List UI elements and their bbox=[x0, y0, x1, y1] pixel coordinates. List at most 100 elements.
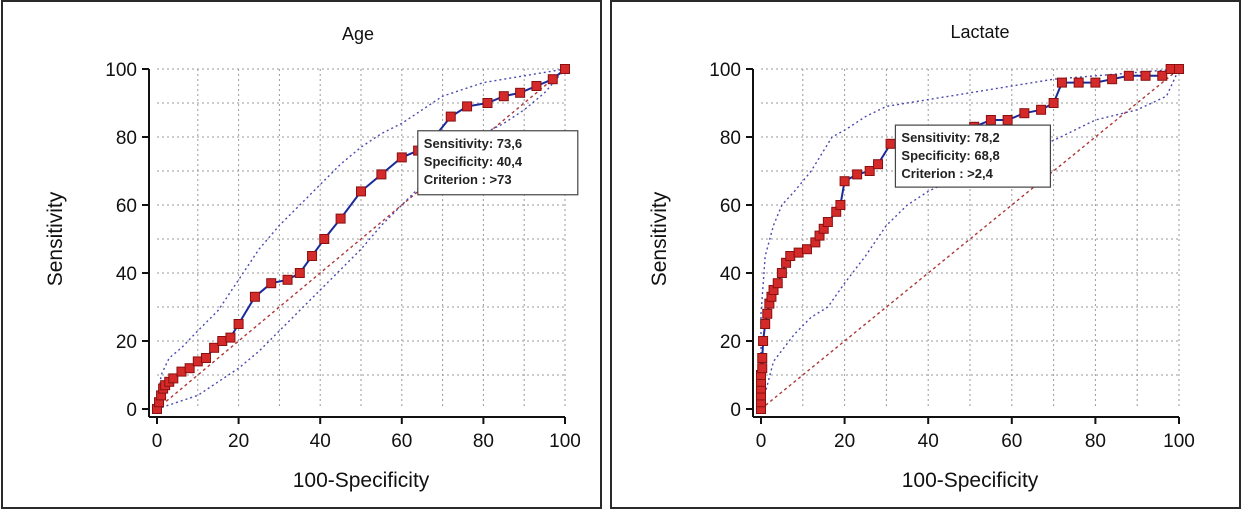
roc-point bbox=[873, 159, 884, 170]
y-tick-label: 80 bbox=[116, 128, 137, 149]
roc-point bbox=[176, 366, 187, 377]
roc-point bbox=[757, 363, 768, 374]
roc-point bbox=[1073, 77, 1084, 88]
annotation-box bbox=[417, 130, 579, 196]
x-axis-label: 100-Specificity bbox=[293, 469, 430, 492]
roc-markers bbox=[756, 64, 1184, 414]
y-tick-label: 40 bbox=[116, 264, 137, 285]
roc-point bbox=[1174, 64, 1184, 74]
y-tick-label: 0 bbox=[126, 400, 137, 421]
roc-point bbox=[335, 213, 346, 224]
roc-point bbox=[835, 200, 846, 210]
annotation-line: Specificity: 68,8 bbox=[901, 148, 999, 163]
chart-title: Lactate bbox=[950, 22, 1009, 42]
roc-point bbox=[184, 363, 195, 374]
y-tick-label: 20 bbox=[116, 332, 137, 353]
roc-point bbox=[864, 166, 875, 176]
roc-markers bbox=[152, 64, 570, 414]
roc-panel-lactate: Lactate 0 0 20 20 40 40 60 60 80 80 100 100 100-Speci… bbox=[610, 0, 1241, 509]
roc-point bbox=[1157, 70, 1168, 81]
roc-point bbox=[266, 278, 277, 289]
roc-point bbox=[1090, 77, 1101, 88]
ci-upper-curve bbox=[156, 68, 566, 410]
roc-point bbox=[376, 169, 387, 180]
roc-point bbox=[785, 251, 796, 261]
roc-point bbox=[822, 217, 833, 227]
roc-point bbox=[985, 115, 996, 125]
roc-point bbox=[356, 186, 366, 197]
y-tick-label: 40 bbox=[720, 264, 741, 285]
y-tick-label: 20 bbox=[720, 332, 741, 353]
x-tick-label: 0 bbox=[152, 431, 163, 452]
roc-point bbox=[515, 87, 526, 98]
roc-chart-age: Age 00 20 20 40 40 60 60 80 80 100 100 100-Specifici… bbox=[44, 24, 581, 492]
roc-panel-age: Age 0 0 20 20 40 40 60 60 80 80 100 100 100-Specifici… bbox=[1, 0, 602, 509]
criterion-annotation: Sensitivity: 78,2 Specificity: 68,8 Criter… bbox=[894, 124, 1052, 188]
roc-point bbox=[319, 234, 330, 244]
y-tick-label: 80 bbox=[720, 128, 741, 149]
annotation-line: Criterion : >73 bbox=[424, 172, 512, 187]
x-tick-label: 20 bbox=[834, 431, 855, 452]
roc-point bbox=[307, 251, 318, 261]
roc-point bbox=[547, 74, 558, 85]
annotation-line: Sensitivity: 78,2 bbox=[901, 130, 999, 145]
y-tick-label: 60 bbox=[116, 196, 137, 217]
chart-title: Age bbox=[342, 24, 374, 44]
annotation-line: Criterion : >2,4 bbox=[901, 166, 993, 181]
roc-point bbox=[776, 268, 787, 278]
roc-point bbox=[1107, 74, 1118, 85]
x-tick-label: 100 bbox=[549, 431, 581, 452]
annotation-line: Specificity: 40,4 bbox=[424, 154, 523, 169]
y-tick-label: 60 bbox=[720, 196, 741, 217]
roc-point bbox=[852, 169, 863, 180]
roc-point bbox=[757, 353, 768, 363]
y-axis-label: Sensitivity bbox=[44, 191, 67, 286]
x-tick-label: 80 bbox=[473, 431, 494, 452]
x-tick-label: 80 bbox=[1085, 431, 1106, 452]
x-tick-label: 100 bbox=[1163, 431, 1195, 452]
roc-point bbox=[396, 152, 407, 163]
roc-point bbox=[445, 111, 456, 122]
y-tick-label: 100 bbox=[105, 60, 137, 81]
roc-point bbox=[531, 81, 542, 91]
roc-point bbox=[1036, 104, 1047, 115]
roc-point bbox=[1019, 108, 1030, 119]
roc-point bbox=[482, 98, 493, 108]
roc-point bbox=[200, 353, 211, 363]
x-tick-label: 60 bbox=[391, 431, 412, 452]
roc-point bbox=[762, 308, 773, 319]
x-tick-label: 40 bbox=[310, 431, 331, 452]
ci-lower-curve bbox=[156, 68, 566, 410]
y-tick-label: 100 bbox=[709, 60, 741, 81]
roc-point bbox=[560, 64, 570, 74]
roc-point bbox=[294, 268, 305, 278]
annotation-line: Sensitivity: 73,6 bbox=[424, 136, 522, 151]
roc-point bbox=[839, 176, 850, 187]
roc-point bbox=[1056, 77, 1067, 88]
roc-point bbox=[249, 291, 260, 302]
criterion-annotation: Sensitivity: 73,6 Specificity: 40,4 Criter… bbox=[417, 130, 579, 196]
roc-point bbox=[225, 332, 236, 343]
x-tick-label: 40 bbox=[918, 431, 939, 452]
ci-upper-curve bbox=[760, 68, 1180, 409]
roc-point bbox=[217, 336, 228, 346]
x-axis-label: 100-Specificity bbox=[902, 469, 1039, 492]
roc-point bbox=[758, 336, 769, 346]
annotation-box bbox=[894, 124, 1052, 188]
x-tick-label: 20 bbox=[228, 431, 249, 452]
roc-point bbox=[168, 373, 179, 384]
roc-point bbox=[462, 101, 473, 112]
y-axis-label: Sensitivity bbox=[648, 191, 671, 286]
roc-point bbox=[1140, 70, 1151, 81]
roc-point bbox=[192, 356, 203, 367]
roc-point bbox=[498, 91, 509, 102]
roc-point bbox=[1048, 98, 1059, 108]
roc-point bbox=[1165, 64, 1176, 74]
roc-point bbox=[885, 138, 896, 149]
roc-point bbox=[1002, 115, 1013, 125]
roc-point bbox=[801, 244, 812, 255]
roc-point bbox=[233, 319, 244, 329]
x-tick-label: 60 bbox=[1001, 431, 1022, 452]
reference-diagonal bbox=[156, 68, 566, 410]
roc-point bbox=[1123, 70, 1134, 81]
